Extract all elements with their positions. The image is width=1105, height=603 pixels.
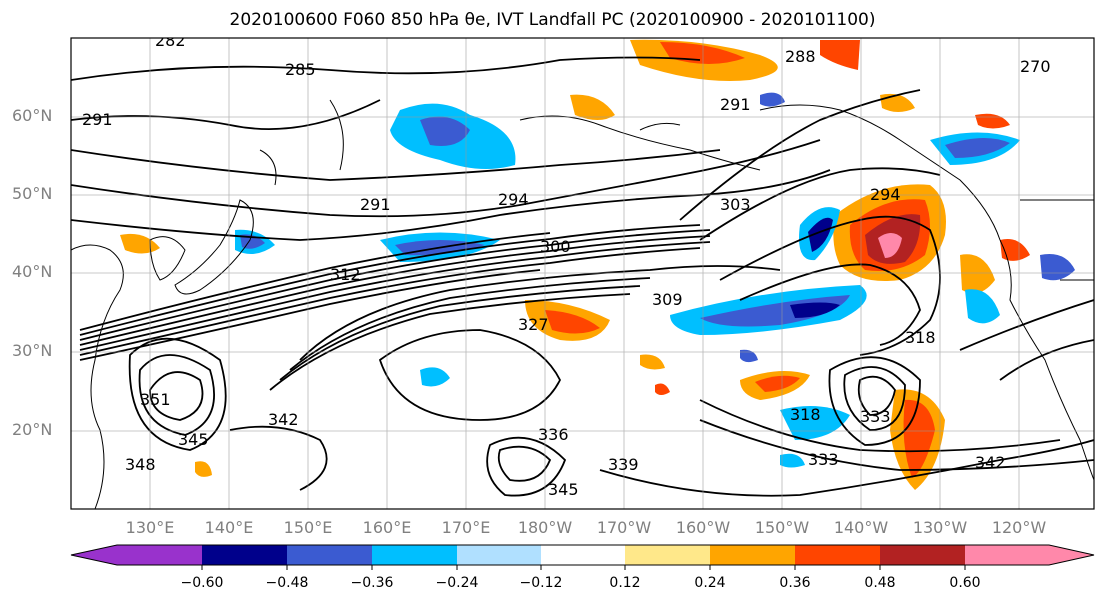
contour-label: 342 [975,453,1006,472]
colorbar-outline [70,544,1095,566]
colorbar-tick-label: −0.12 [519,575,563,591]
colorbar-extend-min [71,545,117,565]
colorbar-tick-label: 0.12 [609,575,641,591]
contour-label: 318 [905,328,936,347]
contour-label: 345 [548,480,579,499]
lat-label: 50°N [12,184,53,203]
colorbar-tick-label: 0.24 [694,575,726,591]
colorbar-tick-label: 0.48 [864,575,896,591]
colorbar [70,544,1095,570]
colorbar-tick-label: 0.60 [949,575,981,591]
contour-label: 303 [720,195,751,214]
colorbar-segment [287,545,372,565]
colorbar-segment [372,545,457,565]
graticule [71,38,1094,509]
lon-label: 130°E [125,518,175,537]
contour-label: 288 [785,47,816,66]
map-border [70,37,1095,510]
colorbar-segment [710,545,795,565]
lon-label: 150°W [754,518,810,537]
lat-label: 30°N [12,341,53,360]
lon-label: 170°E [441,518,491,537]
contour-label: 300 [540,237,571,256]
contour-label: 312 [330,265,361,284]
colorbar-tick-label: −0.24 [435,575,479,591]
lon-label: 150°E [283,518,333,537]
contour-label: 336 [538,425,569,444]
colorbar-segment [880,545,965,565]
contour-label: 294 [870,185,901,204]
colorbar-tick-label: −0.60 [180,575,224,591]
colorbar-segment [202,545,287,565]
contour-label: 345 [178,430,209,449]
theta-e-contours [71,56,1094,497]
lon-label: 160°E [362,518,412,537]
contour-label: 291 [360,195,391,214]
colorbar-segment [965,545,1049,565]
contour-label: 270 [1020,57,1051,76]
map-title: 2020100600 F060 850 hPa θe, IVT Landfall… [229,10,876,30]
colorbar-tick-label: −0.48 [265,575,309,591]
contour-label: 351 [140,390,171,409]
lat-label: 40°N [12,262,53,281]
lat-label: 60°N [12,106,53,125]
lon-label: 180°W [517,518,573,537]
colorbar-extend-max [1049,545,1094,565]
contour-label: 285 [285,60,316,79]
colorbar-segment [541,545,625,565]
colorbar-segment [117,545,202,565]
colorbar-tick-label: 0.36 [779,575,811,591]
lon-label: 130°W [912,518,968,537]
lon-label: 160°W [675,518,731,537]
lat-label: 20°N [12,420,53,439]
contour-label: 291 [82,110,113,129]
lon-label: 140°E [204,518,254,537]
colorbar-tick-label: −0.36 [350,575,394,591]
colorbar-segment [625,545,710,565]
contour-label: 282 [155,31,186,50]
contour-label: 294 [498,190,529,209]
colorbar-segment [795,545,880,565]
contour-label: 333 [860,407,891,426]
contour-label: 342 [268,410,299,429]
contour-label: 348 [125,455,156,474]
lon-label: 170°W [596,518,652,537]
lon-label: 120°W [991,518,1047,537]
colorbar-segment [457,545,541,565]
contour-label: 291 [720,95,751,114]
contour-label: 327 [518,315,549,334]
contour-label: 318 [790,405,821,424]
lon-label: 140°W [833,518,889,537]
contour-label: 333 [808,450,839,469]
contour-label-group: 282 285 288 291 294 291 300 303 309 312 … [82,31,1051,499]
contour-label: 309 [652,290,683,309]
contour-label: 339 [608,455,639,474]
